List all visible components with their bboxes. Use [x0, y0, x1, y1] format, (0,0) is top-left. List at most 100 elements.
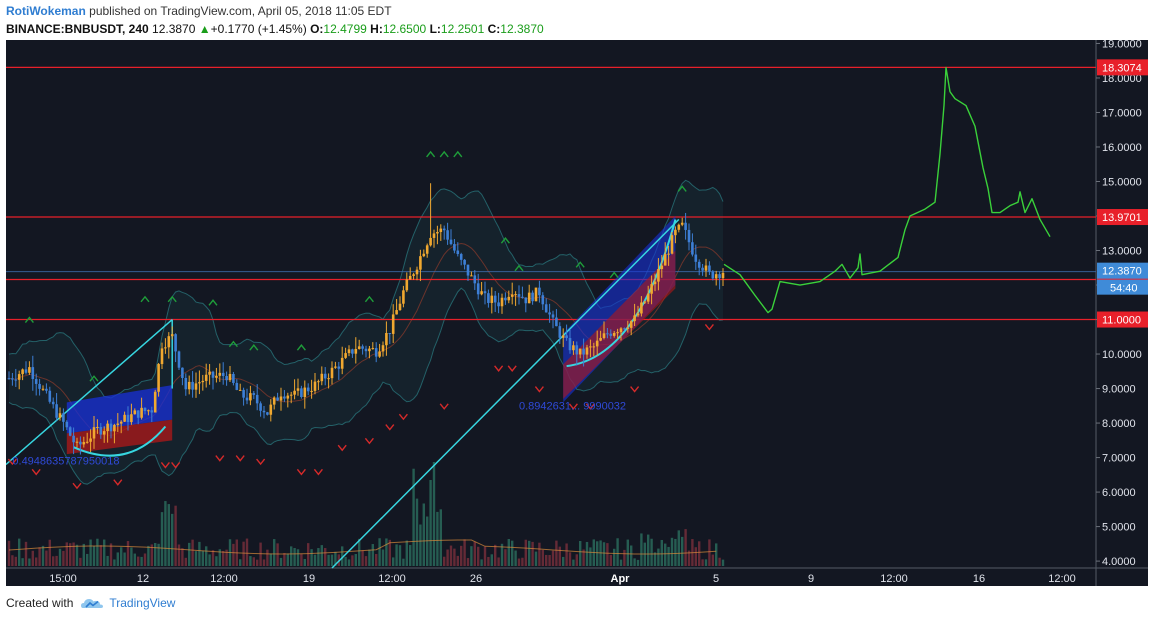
volume-bar: [463, 539, 466, 566]
volume-bar: [497, 557, 500, 566]
volume-bar: [351, 555, 354, 566]
volume-bar: [147, 545, 150, 566]
volume-bar: [555, 540, 558, 566]
volume-bar: [626, 539, 629, 566]
candle-body: [456, 250, 460, 255]
signal-up-icon: [500, 237, 510, 244]
forecast-drawing: [723, 66, 1051, 314]
candle-body: [215, 375, 218, 378]
candle-body: [385, 332, 388, 346]
volume-bar: [487, 556, 490, 566]
time-axis[interactable]: [6, 568, 1148, 586]
candle-body: [629, 321, 633, 328]
signal-down-icon: [7, 458, 17, 466]
candle-body: [317, 381, 320, 383]
candle-body: [55, 404, 58, 418]
candle-body: [442, 228, 446, 231]
signal-down-icon: [364, 437, 374, 445]
volume-bar: [38, 547, 41, 566]
y-tick-label: 7.0000: [1102, 453, 1136, 465]
volume-bar: [205, 546, 208, 566]
tradingview-link[interactable]: TradingView: [109, 596, 176, 610]
candle-body: [96, 426, 99, 428]
signal-down-icon: [256, 458, 266, 466]
volume-bar: [35, 557, 38, 566]
volume-bar: [494, 544, 497, 566]
volume-bar: [167, 504, 170, 566]
volume-bar: [606, 543, 609, 566]
candle-body: [697, 261, 701, 268]
candle-body: [249, 393, 252, 401]
author-link[interactable]: RotiWokeman: [6, 4, 86, 18]
signal-down-icon: [507, 365, 517, 372]
candle-body: [28, 367, 31, 373]
volume-bar: [694, 547, 697, 566]
volume-bar: [245, 538, 249, 566]
candle-body: [51, 401, 55, 405]
candle-body: [17, 374, 21, 380]
volume-bar: [344, 556, 347, 566]
volume-bar: [609, 554, 612, 566]
candle-body: [412, 274, 415, 276]
candle-body: [150, 410, 154, 413]
candle-body: [368, 348, 371, 352]
volume-bar: [681, 536, 684, 566]
candle-body: [371, 348, 375, 350]
volume-bar: [140, 556, 143, 566]
last-price: 12.3870: [152, 22, 196, 36]
candle-body: [391, 314, 395, 334]
up-arrow-icon: ▲: [198, 22, 211, 36]
volume-bar: [453, 548, 456, 566]
candle-body: [507, 296, 511, 301]
candle-body: [303, 387, 307, 397]
volume-bar: [548, 555, 551, 566]
symbol-label: BINANCE:BNBUSDT, 240: [6, 22, 149, 36]
volume-bar: [616, 538, 619, 566]
candle-body: [232, 373, 235, 383]
published-text: published on TradingView.com, April 05, …: [89, 4, 392, 18]
volume-bar: [511, 540, 514, 566]
signal-down-icon: [113, 479, 123, 486]
candle-body: [565, 335, 568, 339]
candle-body: [68, 427, 72, 436]
trendline-2: [331, 218, 680, 569]
volume-bar: [371, 544, 374, 566]
candle-body: [184, 377, 188, 390]
candle-body: [395, 310, 398, 315]
volume-bar: [283, 553, 286, 566]
price-levels: [6, 66, 1096, 321]
countdown-tag: 54:40: [1110, 283, 1138, 295]
price-axis[interactable]: [1096, 40, 1148, 568]
candle-body: [415, 269, 419, 275]
candle-body: [187, 381, 191, 390]
candle-body: [160, 348, 164, 365]
volume-bar: [711, 554, 714, 566]
volume-bar: [378, 538, 381, 566]
volume-bar: [504, 549, 507, 566]
volume-bar: [96, 538, 99, 566]
volume-bar: [361, 550, 364, 566]
volume-bar: [133, 553, 136, 566]
fib-annotation-2: 0.8942631... 9990032: [519, 400, 626, 412]
candle-body: [126, 414, 130, 423]
volume-bar: [409, 545, 412, 566]
volume-bar: [211, 550, 215, 566]
price-chart[interactable]: 0.4948635787950018 0.8942631... 9990032 1…: [6, 40, 1148, 586]
volume-bar: [347, 559, 351, 566]
volume-bar: [116, 552, 119, 566]
volume-bar: [28, 558, 31, 566]
cloud-icon: [81, 599, 104, 608]
signal-down-icon: [534, 386, 544, 393]
volume-bar: [41, 545, 45, 566]
signal-down-icon: [385, 424, 395, 431]
volume-bar: [154, 543, 157, 566]
candle-body: [238, 389, 242, 391]
volume-bar: [514, 550, 517, 566]
volume-bar: [470, 546, 473, 566]
volume-bar: [157, 543, 160, 566]
candle-body: [255, 394, 259, 404]
volume-bar: [52, 556, 55, 566]
candle-body: [92, 427, 96, 439]
high-label: H:: [370, 22, 383, 36]
candle-body: [667, 253, 670, 255]
